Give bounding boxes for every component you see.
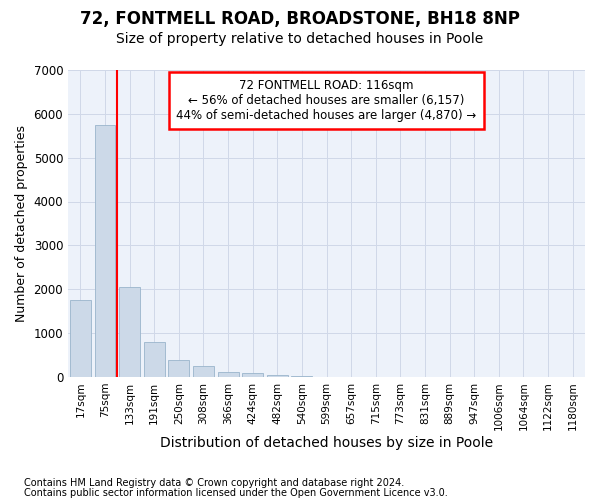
Bar — [70, 300, 91, 377]
Bar — [218, 372, 239, 377]
X-axis label: Distribution of detached houses by size in Poole: Distribution of detached houses by size … — [160, 436, 493, 450]
Bar — [267, 374, 288, 377]
Bar — [95, 125, 115, 377]
Bar — [119, 287, 140, 377]
Y-axis label: Number of detached properties: Number of detached properties — [15, 125, 28, 322]
Text: 72, FONTMELL ROAD, BROADSTONE, BH18 8NP: 72, FONTMELL ROAD, BROADSTONE, BH18 8NP — [80, 10, 520, 28]
Bar — [292, 376, 313, 377]
Bar — [144, 342, 164, 377]
Bar — [193, 366, 214, 377]
Text: Size of property relative to detached houses in Poole: Size of property relative to detached ho… — [116, 32, 484, 46]
Text: Contains HM Land Registry data © Crown copyright and database right 2024.: Contains HM Land Registry data © Crown c… — [24, 478, 404, 488]
Text: Contains public sector information licensed under the Open Government Licence v3: Contains public sector information licen… — [24, 488, 448, 498]
Bar — [242, 374, 263, 377]
Text: 72 FONTMELL ROAD: 116sqm
← 56% of detached houses are smaller (6,157)
44% of sem: 72 FONTMELL ROAD: 116sqm ← 56% of detach… — [176, 79, 476, 122]
Bar — [169, 360, 189, 377]
